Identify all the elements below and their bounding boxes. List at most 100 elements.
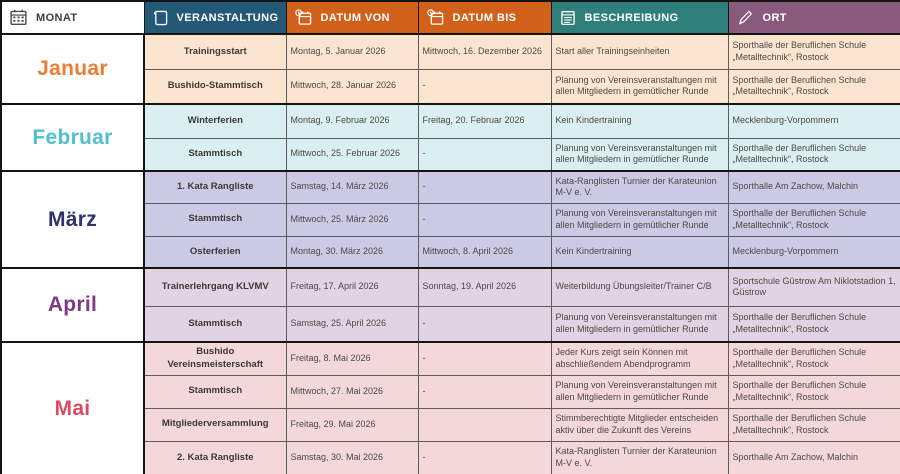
- datum-von-cell[interactable]: Samstag, 30. Mai 2026: [285, 440, 419, 474]
- veranstaltung-cell[interactable]: Bushido-Stammtisch: [143, 68, 287, 105]
- month-label: April: [47, 293, 98, 317]
- ort-cell[interactable]: Sporthalle der Beruflichen Schule „Metal…: [727, 407, 900, 442]
- table-row: Stammtisch Mittwoch, 27. Mai 2026 - Plan…: [1, 374, 900, 409]
- datum-bis-cell[interactable]: -: [417, 202, 552, 237]
- month-cell-januar[interactable]: Januar: [0, 33, 145, 105]
- veranstaltung-cell[interactable]: Winterferien: [143, 103, 287, 139]
- ort-cell[interactable]: Sporthalle der Beruflichen Schule „Metal…: [727, 341, 900, 376]
- table-row: 2. Kata Rangliste Samstag, 30. Mai 2026 …: [1, 440, 900, 474]
- veranstaltung-cell[interactable]: Trainerlehrgang KLVMV: [143, 267, 287, 307]
- month-cell-april[interactable]: April: [0, 267, 145, 343]
- datum-bis-cell[interactable]: -: [417, 170, 552, 204]
- beschreibung-cell[interactable]: Start aller Trainingseinheiten: [550, 33, 729, 70]
- header-datum-bis-label: DATUM BIS: [452, 11, 517, 24]
- header-monat[interactable]: MONAT: [0, 0, 145, 35]
- beschreibung-cell[interactable]: Kein Kindertraining: [550, 103, 729, 139]
- datum-bis-cell[interactable]: -: [417, 68, 552, 105]
- veranstaltung-cell[interactable]: Stammtisch: [143, 137, 287, 172]
- ort-cell[interactable]: Sporthalle Am Zachow, Malchin: [727, 440, 900, 474]
- datum-bis-cell[interactable]: [417, 407, 552, 442]
- table-row: Stammtisch Mittwoch, 25. Februar 2026 - …: [1, 137, 900, 172]
- beschreibung-cell[interactable]: Kata-Ranglisten Turnier der Karateunion …: [550, 170, 729, 204]
- datum-von-cell[interactable]: Freitag, 17. April 2026: [285, 267, 419, 307]
- datum-von-cell[interactable]: Freitag, 29. Mai 2026: [285, 407, 419, 442]
- table-row: Stammtisch Samstag, 25. April 2026 - Pla…: [1, 305, 900, 343]
- veranstaltung-cell[interactable]: Stammtisch: [143, 305, 287, 343]
- month-label: Februar: [32, 125, 113, 149]
- calendar-clock-icon: [294, 9, 312, 26]
- datum-von-cell[interactable]: Freitag, 8. Mai 2026: [285, 341, 419, 376]
- header-veranstaltung-label: VERANSTALTUNG: [176, 11, 279, 24]
- datum-bis-cell[interactable]: -: [417, 374, 552, 409]
- month-label: März: [47, 207, 98, 231]
- header-datum-von[interactable]: DATUM VON: [285, 0, 419, 35]
- beschreibung-cell[interactable]: Kata-Ranglisten Turnier der Karateunion …: [550, 440, 729, 474]
- datum-von-cell[interactable]: Mittwoch, 25. März 2026: [285, 202, 419, 237]
- ort-cell[interactable]: Sporthalle der Beruflichen Schule „Metal…: [727, 33, 900, 70]
- month-cell-maerz[interactable]: März: [0, 170, 145, 269]
- datum-von-cell[interactable]: Samstag, 25. April 2026: [285, 305, 419, 343]
- beschreibung-cell[interactable]: Planung von Vereinsveranstaltungen mit a…: [550, 68, 729, 105]
- beschreibung-cell[interactable]: Planung von Vereinsveranstaltungen mit a…: [550, 305, 729, 343]
- datum-bis-cell[interactable]: -: [417, 341, 552, 376]
- beschreibung-cell[interactable]: Planung von Vereinsveranstaltungen mit a…: [550, 374, 729, 409]
- ort-cell[interactable]: Sporthalle der Beruflichen Schule „Metal…: [727, 374, 900, 409]
- datum-bis-cell[interactable]: -: [417, 440, 552, 474]
- ort-cell[interactable]: Mecklenburg-Vorpommern: [727, 235, 900, 269]
- veranstaltung-cell[interactable]: 1. Kata Rangliste: [143, 170, 287, 204]
- month-cell-mai[interactable]: Mai: [0, 341, 145, 474]
- veranstaltung-cell[interactable]: Trainingsstart: [143, 33, 287, 70]
- datum-bis-cell[interactable]: Mittwoch, 16. Dezember 2026: [417, 33, 552, 70]
- header-veranstaltung[interactable]: VERANSTALTUNG: [143, 0, 287, 35]
- veranstaltung-cell[interactable]: Mitgliederversammlung: [143, 407, 287, 442]
- table-row: Bushido-Stammtisch Mittwoch, 28. Januar …: [1, 68, 900, 105]
- datum-von-cell[interactable]: Montag, 9. Februar 2026: [285, 103, 419, 139]
- beschreibung-cell[interactable]: Weiterbildung Übungsleiter/Trainer C/B: [550, 267, 729, 307]
- header-beschreibung-label: BESCHREIBUNG: [584, 11, 679, 24]
- datum-von-cell[interactable]: Samstag, 14. März 2026: [285, 170, 419, 204]
- veranstaltung-cell[interactable]: Stammtisch: [143, 202, 287, 237]
- datum-von-cell[interactable]: Mittwoch, 25. Februar 2026: [285, 137, 419, 172]
- ort-cell[interactable]: Sporthalle der Beruflichen Schule „Metal…: [727, 137, 900, 172]
- header-ort-label: ORT: [762, 11, 787, 24]
- ort-cell[interactable]: Sporthalle Am Zachow, Malchin: [727, 170, 900, 204]
- datum-bis-cell[interactable]: -: [417, 305, 552, 343]
- ort-cell[interactable]: Mecklenburg-Vorpommern: [727, 103, 900, 139]
- datum-von-cell[interactable]: Montag, 30. März 2026: [285, 235, 419, 269]
- beschreibung-cell[interactable]: Planung von Vereinsveranstaltungen mit a…: [550, 137, 729, 172]
- header-row: MONAT VERANSTALTUNG DATUM VON: [0, 0, 900, 35]
- header-ort[interactable]: ORT: [727, 0, 900, 35]
- datum-von-cell[interactable]: Montag, 5. Januar 2026: [285, 33, 419, 70]
- note-icon: [153, 10, 168, 26]
- beschreibung-cell[interactable]: Jeder Kurs zeigt sein Können mit abschli…: [550, 341, 729, 376]
- month-cell-februar[interactable]: Februar: [0, 103, 145, 172]
- ort-cell[interactable]: Sporthalle der Beruflichen Schule „Metal…: [727, 202, 900, 237]
- beschreibung-cell[interactable]: Planung von Vereinsveranstaltungen mit a…: [550, 202, 729, 237]
- ort-cell[interactable]: Sporthalle der Beruflichen Schule „Metal…: [727, 305, 900, 343]
- month-label: Januar: [37, 57, 108, 81]
- beschreibung-cell[interactable]: Kein Kindertraining: [550, 235, 729, 269]
- veranstaltung-cell[interactable]: 2. Kata Rangliste: [143, 440, 287, 474]
- header-monat-label: MONAT: [36, 11, 78, 24]
- datum-bis-cell[interactable]: -: [417, 137, 552, 172]
- calendar-clock-icon: [426, 9, 444, 26]
- header-datum-von-label: DATUM VON: [320, 11, 390, 24]
- veranstaltung-cell[interactable]: Stammtisch: [143, 374, 287, 409]
- table-row: April Trainerlehrgang KLVMV Freitag, 17.…: [0, 267, 900, 343]
- ort-cell[interactable]: Sportschule Güstrow Am Niklotstadion 1, …: [727, 267, 900, 307]
- table-row: Osterferien Montag, 30. März 2026 Mittwo…: [1, 235, 900, 269]
- header-beschreibung[interactable]: BESCHREIBUNG: [550, 0, 729, 35]
- table-row: Januar Trainingsstart Montag, 5. Januar …: [0, 33, 900, 105]
- calendar-grid-icon: [10, 9, 27, 26]
- beschreibung-cell[interactable]: Stimmberechtigte Mitglieder entscheiden …: [550, 407, 729, 442]
- veranstaltung-cell[interactable]: Bushido Vereinsmeisterschaft: [143, 341, 287, 376]
- datum-bis-cell[interactable]: Mittwoch, 8. April 2026: [417, 235, 552, 269]
- veranstaltung-cell[interactable]: Osterferien: [143, 235, 287, 269]
- ort-cell[interactable]: Sporthalle der Beruflichen Schule „Metal…: [727, 68, 900, 105]
- header-datum-bis[interactable]: DATUM BIS: [417, 0, 552, 35]
- datum-von-cell[interactable]: Mittwoch, 28. Januar 2026: [285, 68, 419, 105]
- datum-bis-cell[interactable]: Sonntag, 19. April 2026: [417, 267, 552, 307]
- datum-von-cell[interactable]: Mittwoch, 27. Mai 2026: [285, 374, 419, 409]
- datum-bis-cell[interactable]: Freitag, 20. Februar 2026: [417, 103, 552, 139]
